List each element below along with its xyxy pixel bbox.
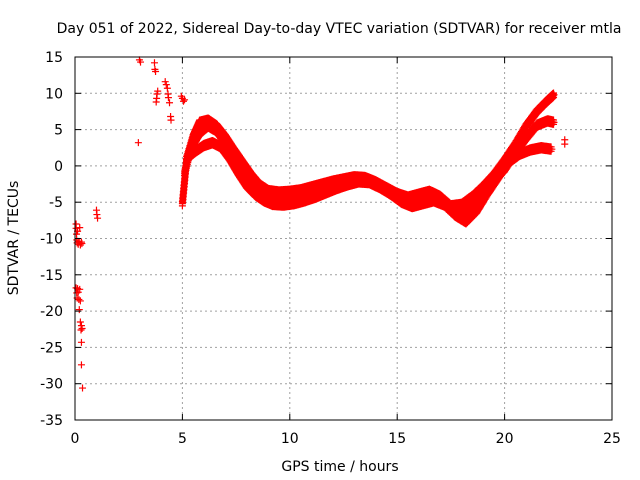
y-tick-label: 15 [45,50,63,66]
data-point [150,59,158,67]
series-track [183,136,556,228]
series-track-1 [178,89,558,212]
x-tick-label: 10 [281,431,299,447]
y-tick-label: -15 [40,268,63,284]
data-point [78,240,86,248]
y-tick-label: -20 [40,304,63,320]
data-point [94,214,102,222]
y-tick-label: -10 [40,232,63,248]
data-point [181,96,189,104]
data-point [166,99,174,107]
data-point [134,139,142,147]
data-point [154,87,162,95]
data-point [152,68,160,76]
data-point [72,284,80,292]
data-point [76,224,84,232]
data-point [164,94,172,102]
data-point [76,297,84,305]
data-point [79,384,87,392]
x-tick-label: 5 [178,431,187,447]
data-point [561,136,569,144]
x-tick-label: 20 [496,431,514,447]
x-tick-label: 25 [603,431,621,447]
data-point [75,306,83,314]
data-point [137,58,145,66]
data-points [72,56,569,392]
x-tick-label: 15 [388,431,406,447]
y-tick-label: -5 [49,195,63,211]
data-point [167,116,175,124]
data-point [179,97,187,105]
data-point [77,338,85,346]
data-point [76,318,84,326]
x-tick-label: 0 [71,431,80,447]
y-tick-label: -30 [40,377,63,393]
data-point [163,84,171,92]
series-track [178,89,558,212]
y-tick-label: 5 [54,123,63,139]
y-tick-label: -25 [40,340,63,356]
y-tick-label: 0 [54,159,63,175]
data-point [75,295,83,303]
data-point [162,81,170,89]
y-tick-label: 10 [45,86,63,102]
x-axis-label: GPS time / hours [281,459,398,475]
series-track-3 [183,136,556,228]
chart-title: Day 051 of 2022, Sidereal Day-to-day VTE… [57,21,622,37]
y-tick-label: -35 [40,413,63,429]
axis-ticks: 0 5 10 15 20 25 -35 -30 -25 -20 -15 -10 -5 0 5 10 15 [40,50,621,447]
data-point [93,211,101,219]
data-point [77,361,85,369]
data-point [78,325,86,333]
grid-lines [75,57,612,420]
y-axis-label: SDTVAR / TECUs [6,181,22,296]
data-point [76,285,84,293]
